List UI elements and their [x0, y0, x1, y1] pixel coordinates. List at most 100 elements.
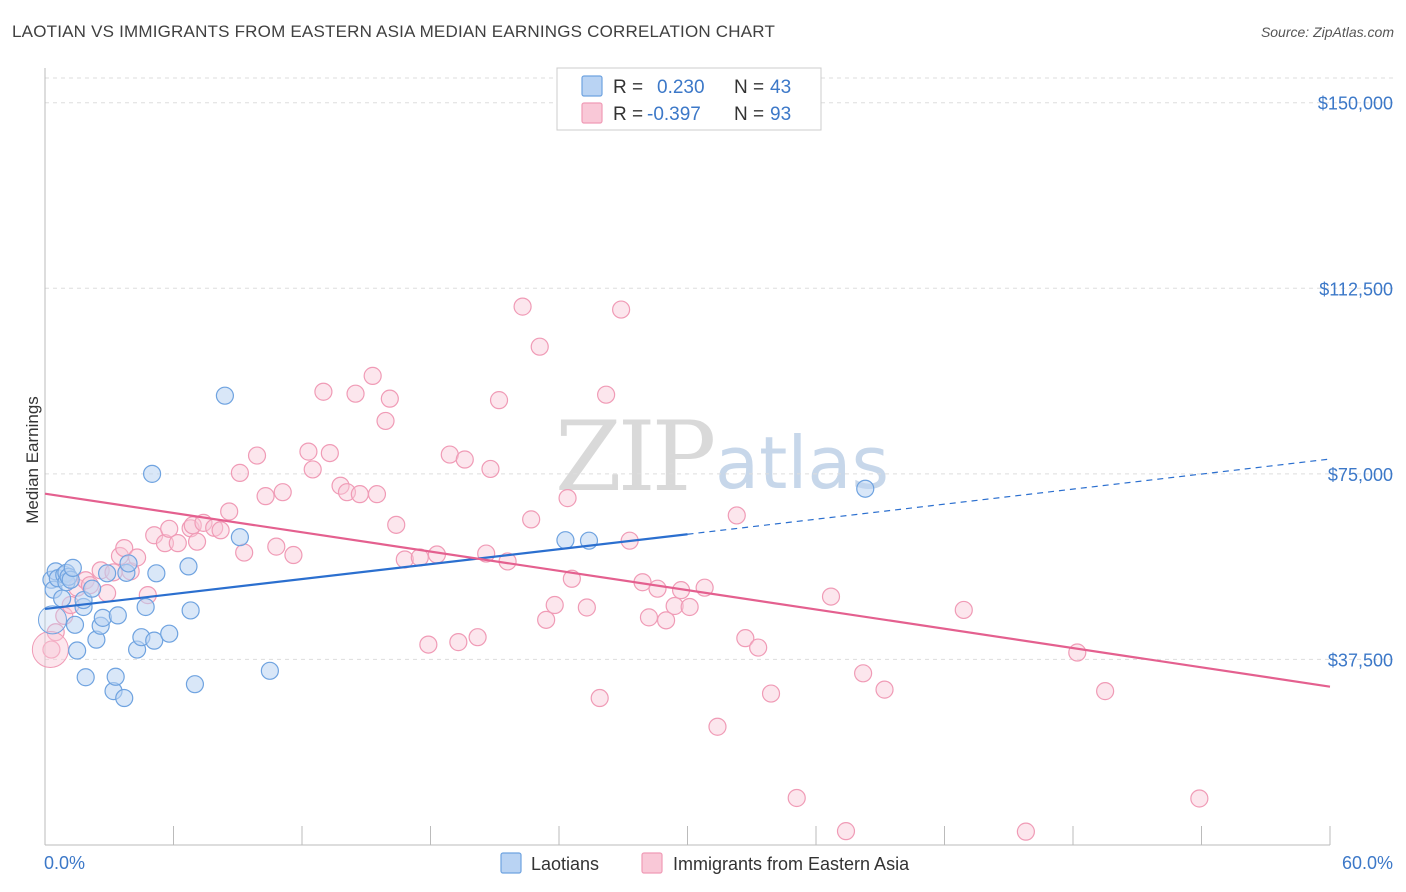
- pink-n-value: 93: [770, 104, 791, 125]
- pink-point-27: [235, 543, 254, 562]
- blue-trend-line: [44, 533, 688, 611]
- x-tick-labels: 0.0% 60.0%: [44, 853, 1393, 873]
- pink-point-53: [468, 628, 487, 647]
- pink-point-60: [530, 337, 549, 356]
- blue-point-19: [93, 608, 112, 627]
- axes: [44, 68, 1331, 846]
- blue-point-22: [106, 667, 125, 686]
- blue-point-34: [179, 557, 198, 576]
- pink-point-91: [1096, 682, 1115, 701]
- blue-point-37: [215, 386, 234, 405]
- pink-point-36: [320, 443, 339, 463]
- pink-series-points: [31, 297, 1209, 841]
- pink-point-26: [230, 463, 249, 482]
- pink-point-56: [489, 391, 509, 410]
- pink-n-label: N =: [734, 104, 764, 125]
- blue-point-cluster: [37, 605, 67, 635]
- blue-point-40: [556, 531, 575, 550]
- pink-point-61: [537, 610, 556, 629]
- pink-point-34: [303, 460, 322, 479]
- pink-trend-line: [44, 492, 1331, 688]
- blue-n-value: 43: [770, 77, 791, 98]
- pink-point-42: [367, 485, 387, 504]
- pink-point-62: [545, 595, 564, 615]
- blue-point-32: [147, 564, 166, 583]
- pink-point-67: [597, 385, 616, 404]
- pink-point-8: [98, 584, 117, 603]
- source-credit: Source: ZipAtlas.com: [1260, 24, 1394, 40]
- stats-legend: R = 0.230 N = 43 R = -0.397 N = 93: [556, 67, 822, 131]
- pink-point-45: [387, 515, 406, 534]
- pink-point-28: [247, 446, 267, 465]
- blue-point-38: [230, 528, 249, 547]
- blue-r-value: 0.230: [657, 77, 705, 98]
- y-tick-labels: $37,500 $75,000 $112,500 $150,000: [1318, 94, 1393, 671]
- x-tick-label-min: 0.0%: [44, 853, 85, 873]
- blue-point-10: [63, 558, 82, 577]
- blue-point-29: [136, 597, 155, 617]
- blue-point-30: [142, 464, 162, 483]
- pink-point-82: [761, 684, 781, 703]
- trend-lines: [44, 458, 1331, 688]
- pink-point-21: [187, 532, 207, 551]
- chart-title: LAOTIAN VS IMMIGRANTS FROM EASTERN ASIA …: [12, 22, 776, 41]
- blue-point-31: [145, 631, 164, 650]
- blue-point-16: [83, 579, 102, 598]
- pink-point-51: [449, 633, 468, 652]
- pink-point-90: [1068, 643, 1087, 662]
- blue-point-12: [68, 641, 87, 660]
- y-tick-label-1: $75,000: [1328, 465, 1393, 485]
- gridlines: [45, 77, 1395, 660]
- blue-point-4: [53, 589, 72, 608]
- pink-r-value: -0.397: [647, 104, 701, 125]
- blue-n-label: N =: [734, 77, 764, 98]
- legend-immigrants-swatch: [641, 852, 663, 874]
- legend-immigrants-label: Immigrants from Eastern Asia: [673, 854, 910, 874]
- watermark-zip: ZIP: [555, 401, 714, 513]
- pink-point-88: [954, 600, 973, 620]
- pink-point-55: [481, 459, 500, 479]
- blue-point-20: [98, 564, 117, 583]
- blue-point-42: [856, 479, 875, 498]
- pink-point-31: [273, 483, 292, 502]
- blue-r-label: R =: [613, 77, 643, 98]
- pink-point-65: [577, 598, 596, 617]
- pink-point-80: [736, 629, 755, 648]
- pink-point-43: [376, 411, 395, 431]
- blue-point-36: [185, 675, 205, 694]
- pink-point-44: [380, 389, 399, 408]
- pink-point-16: [155, 534, 175, 553]
- pink-point-78: [708, 717, 727, 736]
- legend-laotians-swatch: [500, 852, 522, 874]
- pink-point-84: [821, 587, 841, 606]
- pink-point-89: [1016, 822, 1035, 841]
- pink-point-41: [363, 366, 382, 385]
- pink-point-59: [522, 510, 541, 529]
- pink-point-92: [1190, 789, 1209, 808]
- pink-point-40: [350, 485, 369, 504]
- pink-point-39: [346, 384, 365, 403]
- pink-point-76: [680, 597, 699, 617]
- pink-point-29: [256, 487, 275, 506]
- pink-point-52: [455, 450, 474, 469]
- pink-point-72: [648, 579, 667, 598]
- pink-legend-swatch: [581, 102, 603, 124]
- pink-point-58: [513, 297, 532, 316]
- pink-point-24: [211, 521, 230, 540]
- pink-point-48: [419, 635, 438, 654]
- pink-point-66: [590, 688, 609, 708]
- blue-point-26: [119, 554, 138, 573]
- watermark: ZIP atlas: [555, 401, 889, 513]
- pink-r-label: R =: [613, 104, 643, 125]
- pink-point-63: [558, 489, 577, 508]
- pink-point-85: [836, 822, 856, 841]
- pink-point-17: [160, 519, 179, 538]
- blue-legend-swatch: [581, 75, 603, 97]
- blue-point-39: [260, 661, 279, 680]
- pink-point-33: [299, 442, 318, 461]
- y-tick-label-0: $37,500: [1328, 650, 1393, 670]
- series-legend: Laotians Immigrants from Eastern Asia: [500, 852, 910, 874]
- pink-point-81: [749, 638, 768, 657]
- pink-point-35: [314, 382, 333, 401]
- pink-point-87: [875, 680, 894, 699]
